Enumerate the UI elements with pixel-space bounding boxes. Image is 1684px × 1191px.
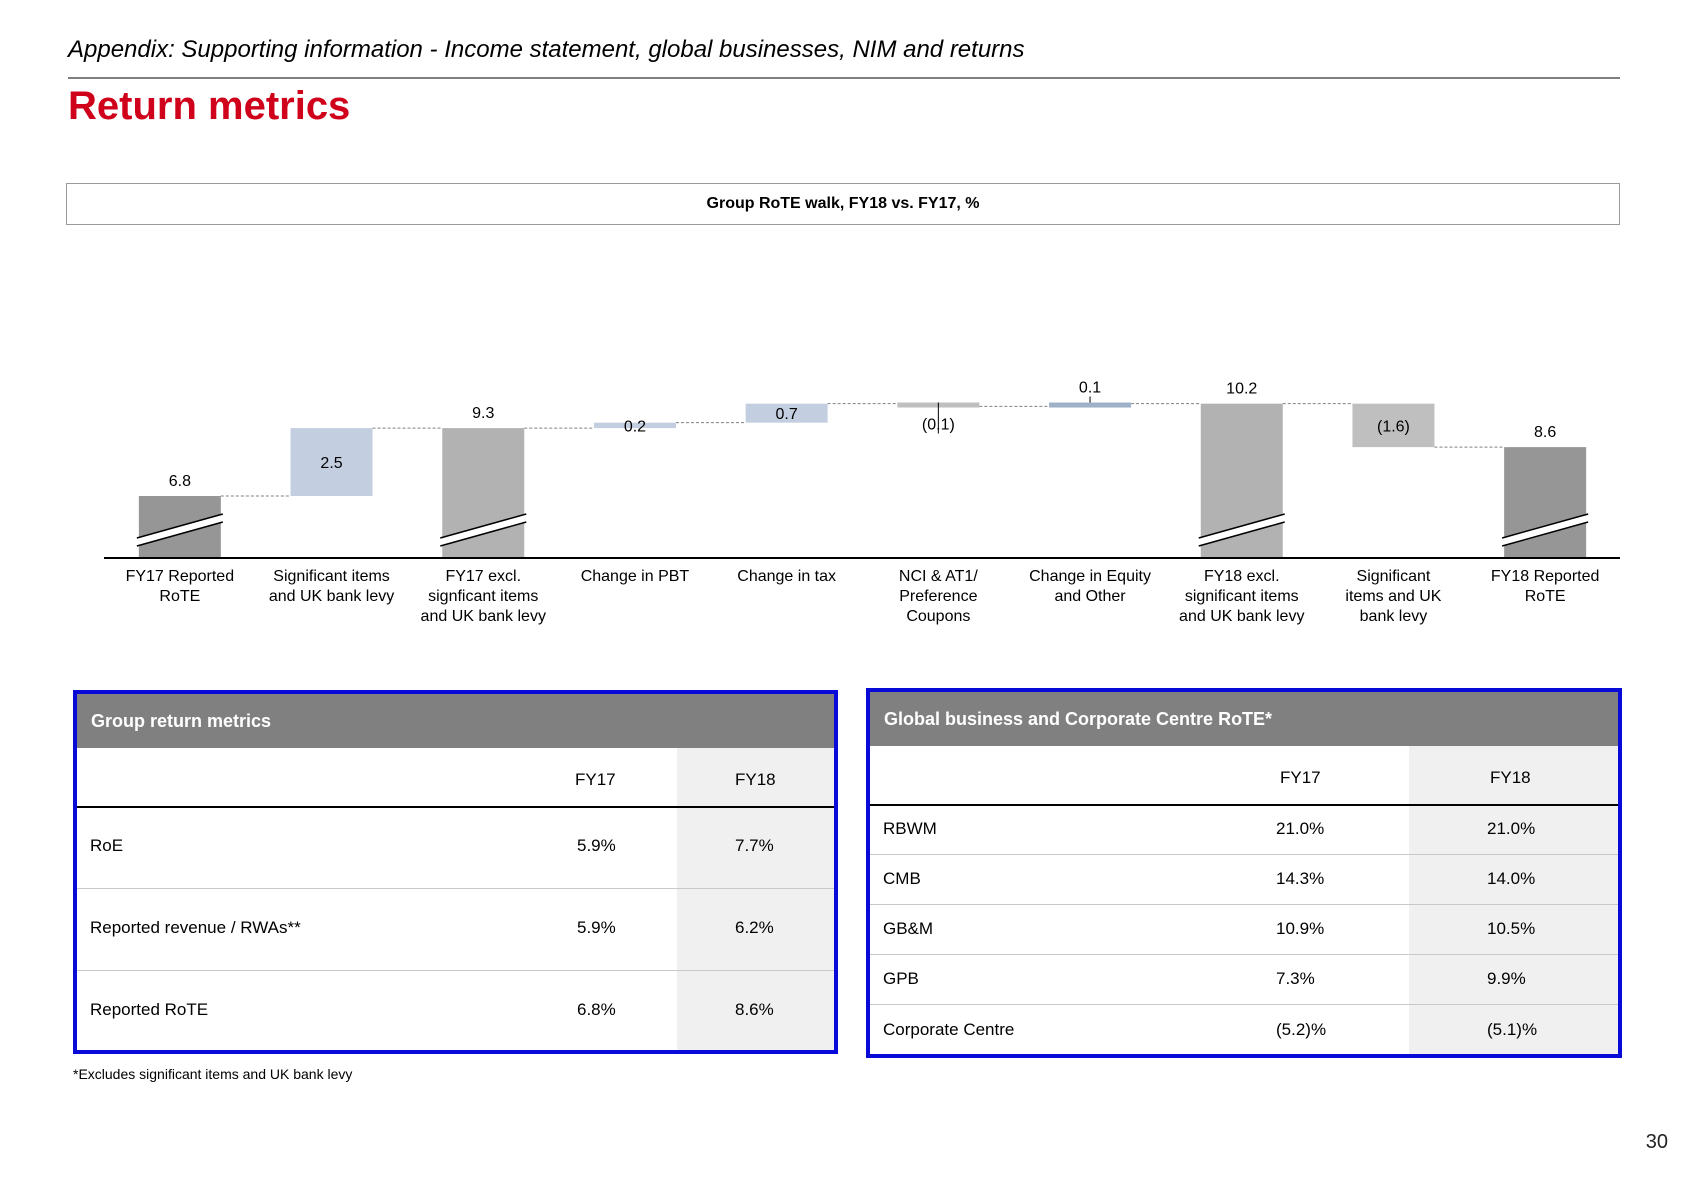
axis-break-line xyxy=(1198,513,1285,539)
row-label: RoE xyxy=(90,836,124,855)
category-label: FY17 excl. xyxy=(445,568,521,585)
fy18-value: 9.9% xyxy=(1487,969,1526,988)
waterfall-bar xyxy=(290,428,373,496)
fy17-value: 10.9% xyxy=(1276,919,1325,938)
data-label: 2.5 xyxy=(320,455,342,472)
category-label: RoTE xyxy=(1525,588,1566,605)
category-label: and UK bank levy xyxy=(421,608,546,625)
footnote: *Excludes significant items and UK bank … xyxy=(73,1066,353,1082)
category-label: Significant items xyxy=(273,568,390,585)
row-label: Reported revenue / RWAs** xyxy=(90,918,301,937)
group-return-metrics-panel: Group return metrics FY17 FY18 RoE 5.9% … xyxy=(73,690,838,1054)
fy17-value: (5.2)% xyxy=(1276,1020,1327,1039)
header-divider xyxy=(77,806,834,808)
data-label: 9.3 xyxy=(472,405,494,422)
global-business-rote-panel: Global business and Corporate Centre RoT… xyxy=(866,688,1622,1058)
category-label: and UK bank levy xyxy=(1179,608,1304,625)
waterfall-bar xyxy=(745,403,828,423)
category-label: RoTE xyxy=(159,588,200,605)
data-label: (1.6) xyxy=(1377,418,1410,435)
col-header-fy17: FY17 xyxy=(1280,768,1321,787)
waterfall-bar xyxy=(593,422,676,429)
business-rote-header: Global business and Corporate Centre RoT… xyxy=(870,692,1618,746)
category-label: Change in tax xyxy=(737,568,836,585)
row-label: Corporate Centre xyxy=(883,1020,1015,1039)
category-label: FY18 excl. xyxy=(1204,568,1280,585)
rote-walk-chart: 6.8 FY17 Reported RoTE 2.5 Significant items… xyxy=(104,380,1620,625)
fy18-column-shade xyxy=(1409,746,1618,1054)
fy18-value: 21.0% xyxy=(1487,819,1536,838)
row-divider xyxy=(870,904,1618,905)
row-divider xyxy=(870,954,1618,955)
row-label: GB&M xyxy=(883,919,934,938)
row-divider xyxy=(870,854,1618,855)
fy18-value: (5.1)% xyxy=(1487,1020,1538,1039)
axis-break-line xyxy=(136,513,224,539)
fy18-value: 8.6% xyxy=(735,1000,774,1019)
row-divider xyxy=(77,970,834,971)
fy17-value: 7.3% xyxy=(1276,969,1315,988)
group-metrics-header: Group return metrics xyxy=(77,694,834,748)
fy17-value: 14.3% xyxy=(1276,869,1325,888)
col-header-fy17: FY17 xyxy=(575,770,616,789)
row-label: Reported RoTE xyxy=(90,1000,209,1019)
fy18-value: 10.5% xyxy=(1487,919,1536,938)
data-label: 10.2 xyxy=(1226,381,1257,398)
fy17-value: 6.8% xyxy=(577,1000,616,1019)
axis-break-mark xyxy=(440,514,527,546)
axis-break-mark xyxy=(136,514,223,546)
fy17-value: 21.0% xyxy=(1276,819,1325,838)
col-header-fy18: FY18 xyxy=(1490,768,1531,787)
category-label: significant items xyxy=(1185,588,1299,605)
page-number: 30 xyxy=(1645,1131,1668,1153)
row-label: CMB xyxy=(883,869,921,888)
waterfall-bar xyxy=(1352,403,1435,448)
data-label: 0.1 xyxy=(1079,380,1101,397)
section-header: Appendix: Supporting information - Incom… xyxy=(68,36,1025,63)
row-label: GPB xyxy=(883,969,919,988)
header-divider xyxy=(870,804,1618,806)
page-title: Return metrics xyxy=(68,84,351,128)
axis-break-line xyxy=(440,521,527,547)
fy17-value: 5.9% xyxy=(577,918,616,937)
fy18-value: 14.0% xyxy=(1487,869,1536,888)
axis-break-mark xyxy=(1502,514,1589,546)
data-label: 8.6 xyxy=(1534,424,1556,441)
axis-break-line xyxy=(136,521,224,547)
axis-break-line xyxy=(1501,513,1589,539)
data-label: 6.8 xyxy=(169,473,191,490)
axis-break-line xyxy=(440,513,527,539)
axis-break-mark xyxy=(1198,514,1285,546)
col-header-fy18: FY18 xyxy=(735,770,776,789)
data-label: 0.7 xyxy=(776,406,798,423)
category-label: signficant items xyxy=(428,588,538,605)
category-label: and Other xyxy=(1054,588,1126,605)
category-label: FY18 Reported xyxy=(1491,568,1600,585)
fy18-value: 6.2% xyxy=(735,918,774,937)
data-label: 0.2 xyxy=(624,418,646,435)
row-divider xyxy=(77,888,834,889)
axis-break-line xyxy=(1198,521,1285,547)
chart-title: Group RoTE walk, FY18 vs. FY17, % xyxy=(66,183,1620,225)
waterfall-bar xyxy=(1049,402,1132,408)
fy17-value: 5.9% xyxy=(577,836,616,855)
header-rule xyxy=(68,77,1620,79)
category-label: bank levy xyxy=(1360,608,1428,625)
category-label: Change in Equity xyxy=(1029,568,1151,585)
row-label: RBWM xyxy=(883,819,937,838)
category-label: and UK bank levy xyxy=(269,588,394,605)
category-label: NCI & AT1/ xyxy=(899,568,978,585)
axis-break-line xyxy=(1501,521,1589,547)
category-label: Significant xyxy=(1357,568,1431,585)
category-label: items and UK xyxy=(1345,588,1441,605)
row-divider xyxy=(870,1004,1618,1005)
category-label: Change in PBT xyxy=(581,568,690,585)
category-label: Coupons xyxy=(906,608,970,625)
category-label: Preference xyxy=(899,588,977,605)
fy18-column-shade xyxy=(677,748,834,1050)
fy18-value: 7.7% xyxy=(735,836,774,855)
category-label: FY17 Reported xyxy=(126,568,235,585)
